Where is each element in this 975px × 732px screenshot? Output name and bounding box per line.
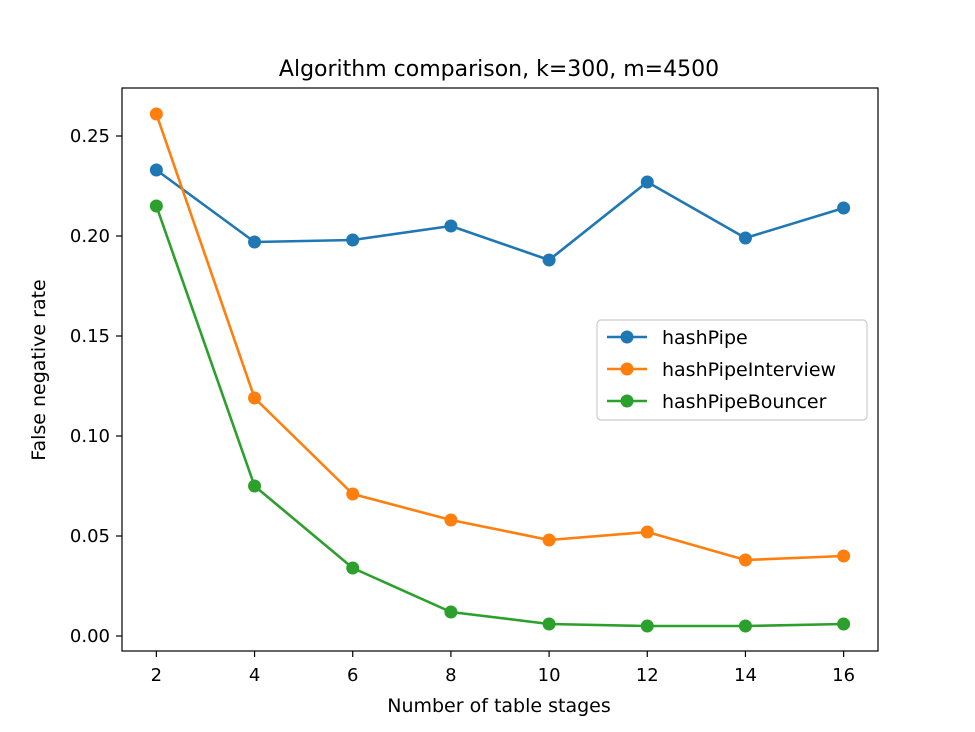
legend-label: hashPipeInterview [662, 359, 836, 381]
legend-box [596, 319, 868, 421]
legend-label: hashPipeBouncer [662, 391, 827, 413]
legend-entry: hashPipeBouncer [607, 391, 827, 413]
x-tick-label: 14 [734, 665, 757, 686]
data-point [444, 219, 458, 233]
y-tick-label: 0.20 [70, 226, 110, 247]
y-tick-label: 0.00 [70, 626, 110, 647]
series-hashPipe [149, 163, 851, 267]
data-point [149, 107, 163, 121]
data-point [149, 163, 163, 177]
data-point [346, 487, 360, 501]
data-point [837, 617, 851, 631]
data-point [542, 533, 556, 547]
data-point [837, 549, 851, 563]
series-line [155, 113, 844, 562]
data-point [149, 199, 163, 213]
series-hashPipeInterview [149, 107, 851, 567]
y-tick-label: 0.15 [70, 326, 110, 347]
data-point [542, 617, 556, 631]
data-point [640, 175, 654, 189]
y-tick-label: 0.25 [70, 126, 110, 147]
data-point [640, 525, 654, 539]
legend-marker [620, 330, 634, 344]
x-tick-label: 12 [636, 665, 659, 686]
data-point [346, 561, 360, 575]
x-tick-label: 6 [347, 665, 358, 686]
x-tick-label: 16 [832, 665, 855, 686]
x-tick-label: 4 [249, 665, 260, 686]
legend-label: hashPipe [662, 327, 748, 349]
y-tick-label: 0.10 [70, 426, 110, 447]
y-tick-label: 0.05 [70, 526, 110, 547]
x-tick-label: 8 [445, 665, 456, 686]
y-axis-label: False negative rate [28, 279, 50, 460]
data-point [738, 231, 752, 245]
data-point [248, 391, 262, 405]
data-point [738, 553, 752, 567]
data-point [837, 201, 851, 215]
data-point [248, 479, 262, 493]
y-axis: 0.00 0.05 0.10 0.15 0.20 0.25 [70, 126, 122, 647]
data-point [640, 619, 654, 633]
legend: hashPipe hashPipeInterview hashPipeBouncer [596, 319, 868, 421]
data-point [444, 513, 458, 527]
legend-entry: hashPipeInterview [607, 359, 836, 381]
series-layer [149, 107, 851, 633]
legend-marker [620, 394, 634, 408]
series-line [155, 168, 845, 262]
x-tick-label: 2 [151, 665, 162, 686]
data-point [738, 619, 752, 633]
data-point [248, 235, 262, 249]
series-line [155, 205, 844, 628]
chart-title: Algorithm comparison, k=300, m=4500 [279, 57, 719, 82]
x-axis-label: Number of table stages [387, 695, 611, 717]
x-axis: 2 4 6 8 10 12 14 16 [151, 651, 855, 686]
series-hashPipeBouncer [149, 199, 851, 633]
data-point [346, 233, 360, 247]
legend-marker [620, 362, 634, 376]
legend-entry: hashPipe [607, 327, 748, 349]
data-point [444, 605, 458, 619]
x-tick-label: 10 [538, 665, 561, 686]
data-point [542, 253, 556, 267]
